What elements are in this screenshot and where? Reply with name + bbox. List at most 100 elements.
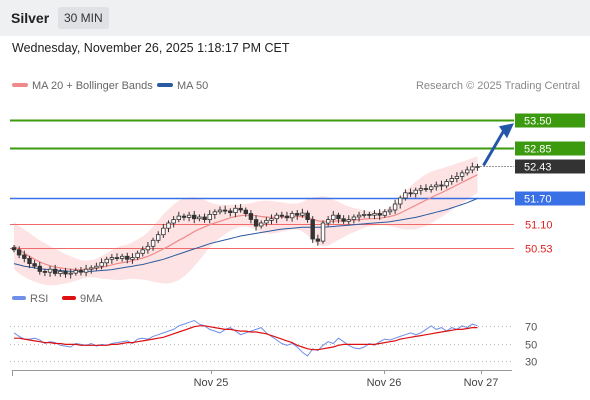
candle-body: [392, 203, 398, 211]
candle-body: [94, 265, 99, 269]
candle-body: [439, 184, 444, 187]
candle-body: [191, 214, 197, 220]
level-label-52.43: 52.43: [524, 162, 552, 174]
level-label-52.85: 52.85: [524, 144, 552, 156]
candle-body: [428, 186, 434, 190]
legend-ma50: MA 50: [157, 80, 208, 92]
candle-body: [258, 222, 264, 227]
level-label-53.50: 53.50: [524, 116, 552, 128]
legend-rsi: RSI: [12, 293, 48, 305]
candle-body: [434, 184, 439, 188]
candle-body: [58, 270, 63, 274]
timeframe-button[interactable]: 30 MIN: [58, 7, 109, 29]
candle-body: [331, 214, 336, 220]
legend-swatch-ma20: [12, 83, 28, 88]
candle-body: [73, 270, 78, 274]
x-tick-label: Nov 27: [464, 377, 499, 389]
candle-body: [37, 265, 42, 272]
legend-swatch-rsi: [12, 296, 26, 301]
candle-body: [294, 213, 300, 216]
candle-body: [341, 218, 346, 222]
legend-swatch-9ma: [62, 296, 76, 301]
candle-body: [459, 172, 465, 177]
bollinger-band: [14, 156, 478, 286]
candle-body: [135, 252, 140, 258]
candle-body: [274, 214, 279, 220]
candle-body: [372, 213, 377, 216]
candle-body: [104, 258, 109, 264]
rsi-tick-30: 30: [525, 357, 537, 369]
legend-label-ma20: MA 20 + Bollinger Bands: [32, 80, 153, 92]
legend-label-9ma: 9MA: [80, 293, 103, 305]
candle-body: [310, 219, 315, 240]
candle-body: [464, 169, 470, 174]
candle-body: [42, 270, 48, 273]
candle-body: [336, 214, 341, 220]
candle-body: [140, 249, 145, 254]
candle-body: [248, 213, 254, 220]
level-label-bg-52.43: [515, 159, 585, 174]
candle-body: [16, 249, 22, 256]
candle-body: [125, 255, 130, 260]
candle-body: [377, 213, 382, 216]
candle-body: [145, 245, 151, 251]
candle-body: [408, 192, 413, 195]
candle-body: [367, 213, 372, 216]
candle-body: [228, 210, 233, 213]
candle-body: [300, 212, 305, 216]
candle-body: [63, 270, 68, 275]
candle-body: [166, 222, 171, 229]
legend-swatch-ma50: [157, 83, 173, 88]
candle-body: [449, 178, 454, 182]
candle-body: [109, 257, 115, 260]
rsi-ma-line: [14, 325, 478, 351]
candle-body: [397, 197, 403, 205]
candle-body: [418, 188, 424, 191]
candle-body: [53, 268, 58, 274]
candle-body: [238, 207, 243, 211]
candle-body: [114, 257, 120, 260]
level-label-bg-51.70: [515, 191, 585, 206]
legend-9ma: 9MA: [62, 293, 103, 305]
candle-body: [403, 192, 408, 199]
candle-body: [387, 209, 393, 213]
candle-body: [99, 262, 104, 267]
candle-body: [356, 214, 362, 218]
candle-body: [32, 263, 37, 267]
candle-body: [207, 213, 212, 220]
candle-body: [27, 257, 32, 264]
x-tick-label: Nov 25: [194, 377, 229, 389]
rsi-tick-50: 50: [525, 340, 537, 352]
credit-text: Research © 2025 Trading Central: [415, 80, 580, 92]
candle-body: [197, 216, 202, 220]
candle-body: [120, 255, 125, 259]
candle-body: [253, 219, 259, 227]
candle-body: [150, 239, 156, 247]
candle-body: [202, 216, 207, 220]
legend-ma20-bb: MA 20 + Bollinger Bands: [12, 80, 153, 92]
candle-body: [284, 215, 290, 219]
candle-body: [325, 219, 331, 224]
candle-body: [68, 272, 73, 275]
candle-body: [222, 209, 228, 212]
rsi-line: [13, 319, 478, 357]
candle-body: [423, 188, 429, 190]
candle-body: [475, 166, 480, 168]
candle-body: [305, 212, 310, 221]
forecast-arrow-head: [499, 123, 514, 139]
candle-body: [130, 257, 135, 260]
candle-body: [361, 213, 367, 216]
datetime-label: Wednesday, November 26, 2025 1:18:17 PM …: [12, 41, 290, 55]
candle-body: [176, 215, 181, 221]
candle-body: [444, 181, 449, 187]
candle-body: [217, 209, 223, 213]
candle-body: [11, 247, 17, 251]
level-label-51.10: 51.10: [525, 220, 553, 232]
legend-label-rsi: RSI: [30, 293, 49, 305]
candle-body: [47, 268, 53, 273]
candle-body: [264, 219, 269, 224]
legend-label-ma50: MA 50: [177, 80, 209, 92]
candle-body: [186, 214, 192, 218]
candle-body: [243, 209, 248, 215]
